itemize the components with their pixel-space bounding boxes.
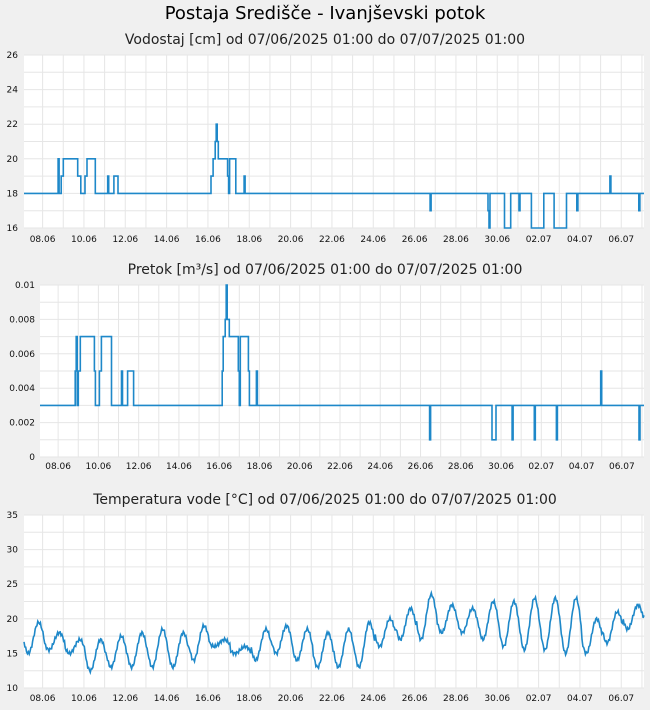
y-tick-label: 0.002 [9,419,35,429]
x-tick-label: 08.06 [45,462,71,472]
chart-vodostaj: 16 18 20 22 24 26 08.06 10.06 12.06 14.06 16.06 18.… [7,51,644,245]
x-tick-label: 10.06 [71,694,97,704]
x-tick-label: 06.07 [608,235,634,245]
y-tick-label: 24 [7,86,19,96]
x-tick-label: 10.06 [71,235,97,245]
x-tick-label: 02.07 [526,235,552,245]
y-tick-label: 22 [7,120,18,130]
y-tick-label: 0.004 [9,384,35,394]
x-tick-label: 20.06 [278,235,304,245]
x-tick-label: 22.06 [319,235,345,245]
x-tick-label: 06.07 [609,462,635,472]
x-tick-label: 20.06 [278,694,304,704]
x-tick-label: 28.06 [443,235,469,245]
x-tick-label: 12.06 [126,462,152,472]
y-tick-label: 18 [7,189,19,199]
x-tick-label: 14.06 [154,694,180,704]
x-tick-label: 24.06 [367,462,393,472]
chart-pretok: 0 0.002 0.004 0.006 0.008 0.01 08.06 10.06 12.06… [9,281,644,472]
x-tick-label: 24.06 [360,694,386,704]
x-tick-label: 30.06 [488,462,514,472]
y-tick-label: 20 [7,615,19,625]
y-tick-label: 0.006 [9,350,35,360]
y-tick-label: 30 [7,546,19,556]
y-tick-label: 16 [7,224,19,234]
x-tick-label: 12.06 [112,235,138,245]
y-tick-label: 15 [7,649,18,659]
chart-title-pretok: Pretok [m³/s] od 07/06/2025 01:00 do 07/… [127,262,523,278]
series-line [23,589,645,676]
y-tick-label: 25 [7,580,18,590]
x-tick-label: 18.06 [247,462,273,472]
x-tick-label: 12.06 [112,694,138,704]
x-tick-label: 22.06 [327,462,353,472]
x-tick-label: 04.07 [567,235,593,245]
x-tick-label: 22.06 [319,694,345,704]
y-tick-label: 20 [7,155,19,165]
x-tick-label: 08.06 [30,235,56,245]
x-tick-label: 30.06 [484,694,510,704]
x-tick-label: 04.07 [567,694,593,704]
x-tick-label: 24.06 [360,235,386,245]
x-tick-label: 02.07 [528,462,554,472]
series-line [24,123,644,229]
x-tick-label: 26.06 [408,462,434,472]
chart-title-vodostaj: Vodostaj [cm] od 07/06/2025 01:00 do 07/… [124,32,526,48]
x-tick-label: 30.06 [484,235,510,245]
x-tick-label: 16.06 [206,462,232,472]
y-tick-label: 26 [7,51,19,61]
x-tick-label: 26.06 [402,235,428,245]
station-title: Postaja Središče - Ivanjševski potok [164,3,486,24]
x-tick-label: 14.06 [154,235,180,245]
y-tick-label: 35 [7,511,18,521]
x-tick-label: 02.07 [526,694,552,704]
x-tick-label: 18.06 [236,235,262,245]
y-tick-label: 0.008 [9,315,35,325]
x-tick-label: 14.06 [166,462,192,472]
x-tick-label: 20.06 [287,462,313,472]
chart-title-temperatura: Temperatura vode [°C] od 07/06/2025 01:0… [93,492,557,508]
x-tick-label: 04.07 [569,462,595,472]
x-tick-label: 06.07 [608,694,634,704]
x-tick-label: 08.06 [30,694,56,704]
x-tick-label: 26.06 [402,694,428,704]
x-tick-label: 28.06 [448,462,474,472]
x-tick-label: 16.06 [195,235,221,245]
y-tick-label: 10 [7,684,19,694]
x-tick-label: 16.06 [195,694,221,704]
x-tick-label: 28.06 [443,694,469,704]
y-tick-label: 0 [29,453,35,463]
y-tick-label: 0.01 [15,281,35,291]
series-line [40,284,644,441]
x-tick-label: 10.06 [86,462,112,472]
x-tick-label: 18.06 [236,694,262,704]
